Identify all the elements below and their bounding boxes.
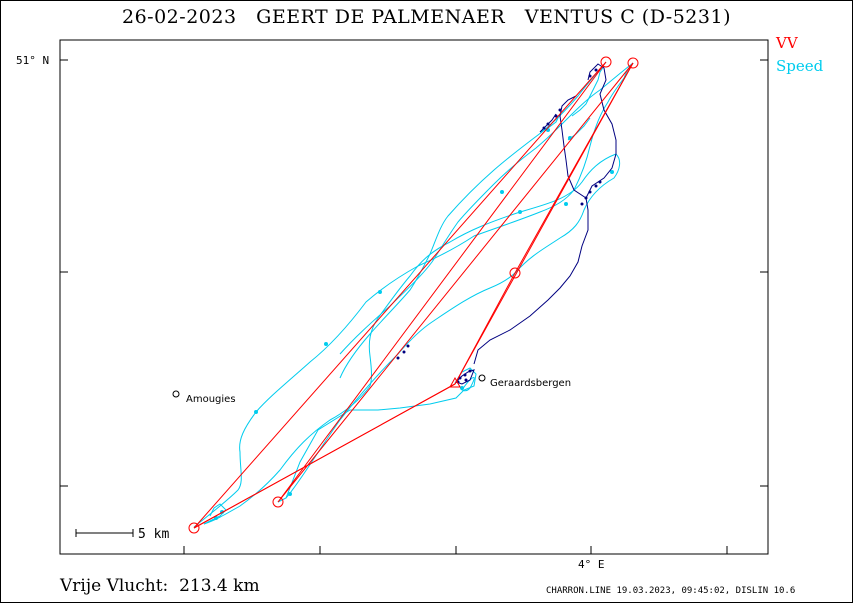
vario-track: [455, 63, 617, 385]
start-triangle: [449, 376, 461, 388]
distance-label: Vrije Vlucht: 213.4 km: [60, 576, 260, 596]
pilot-name: GEERT DE PALMENAER: [256, 6, 506, 28]
turnpoint-3: [509, 267, 521, 279]
legend-vv: VV: [776, 34, 798, 52]
scale-bar: 5 km: [75, 527, 169, 542]
lat-label: 51° N: [16, 54, 49, 67]
amougies-marker: [172, 390, 180, 398]
turnpoint-2: [272, 496, 284, 508]
turnpoints: [188, 56, 639, 534]
place-label-geraardsbergen: Geraardsbergen: [490, 378, 571, 389]
flight-title: 26-02-2023 GEERT DE PALMENAER VENTUS C (…: [0, 6, 853, 28]
legend-speed: Speed: [776, 57, 824, 75]
place-label-amougies: Amougies: [186, 394, 236, 405]
thermal-dots: [214, 128, 614, 520]
plot-area: [59, 39, 769, 555]
geraardsbergen-marker: [478, 374, 486, 382]
scale-label: 5 km: [138, 527, 169, 542]
turnpoint-1: [188, 522, 200, 534]
glider-name: VENTUS C (D-5231): [524, 6, 731, 28]
vv-task-legs: [193, 61, 634, 529]
software-info: CHARRON.LINE 19.03.2023, 09:45:02, DISLI…: [546, 586, 796, 596]
turnpoint-4: [600, 56, 612, 68]
lon-label: 4° E: [578, 558, 605, 571]
speed-track: [193, 61, 634, 528]
axis-ticks: [60, 59, 768, 554]
turnpoint-5: [627, 57, 639, 69]
flight-date: 26-02-2023: [122, 6, 237, 28]
